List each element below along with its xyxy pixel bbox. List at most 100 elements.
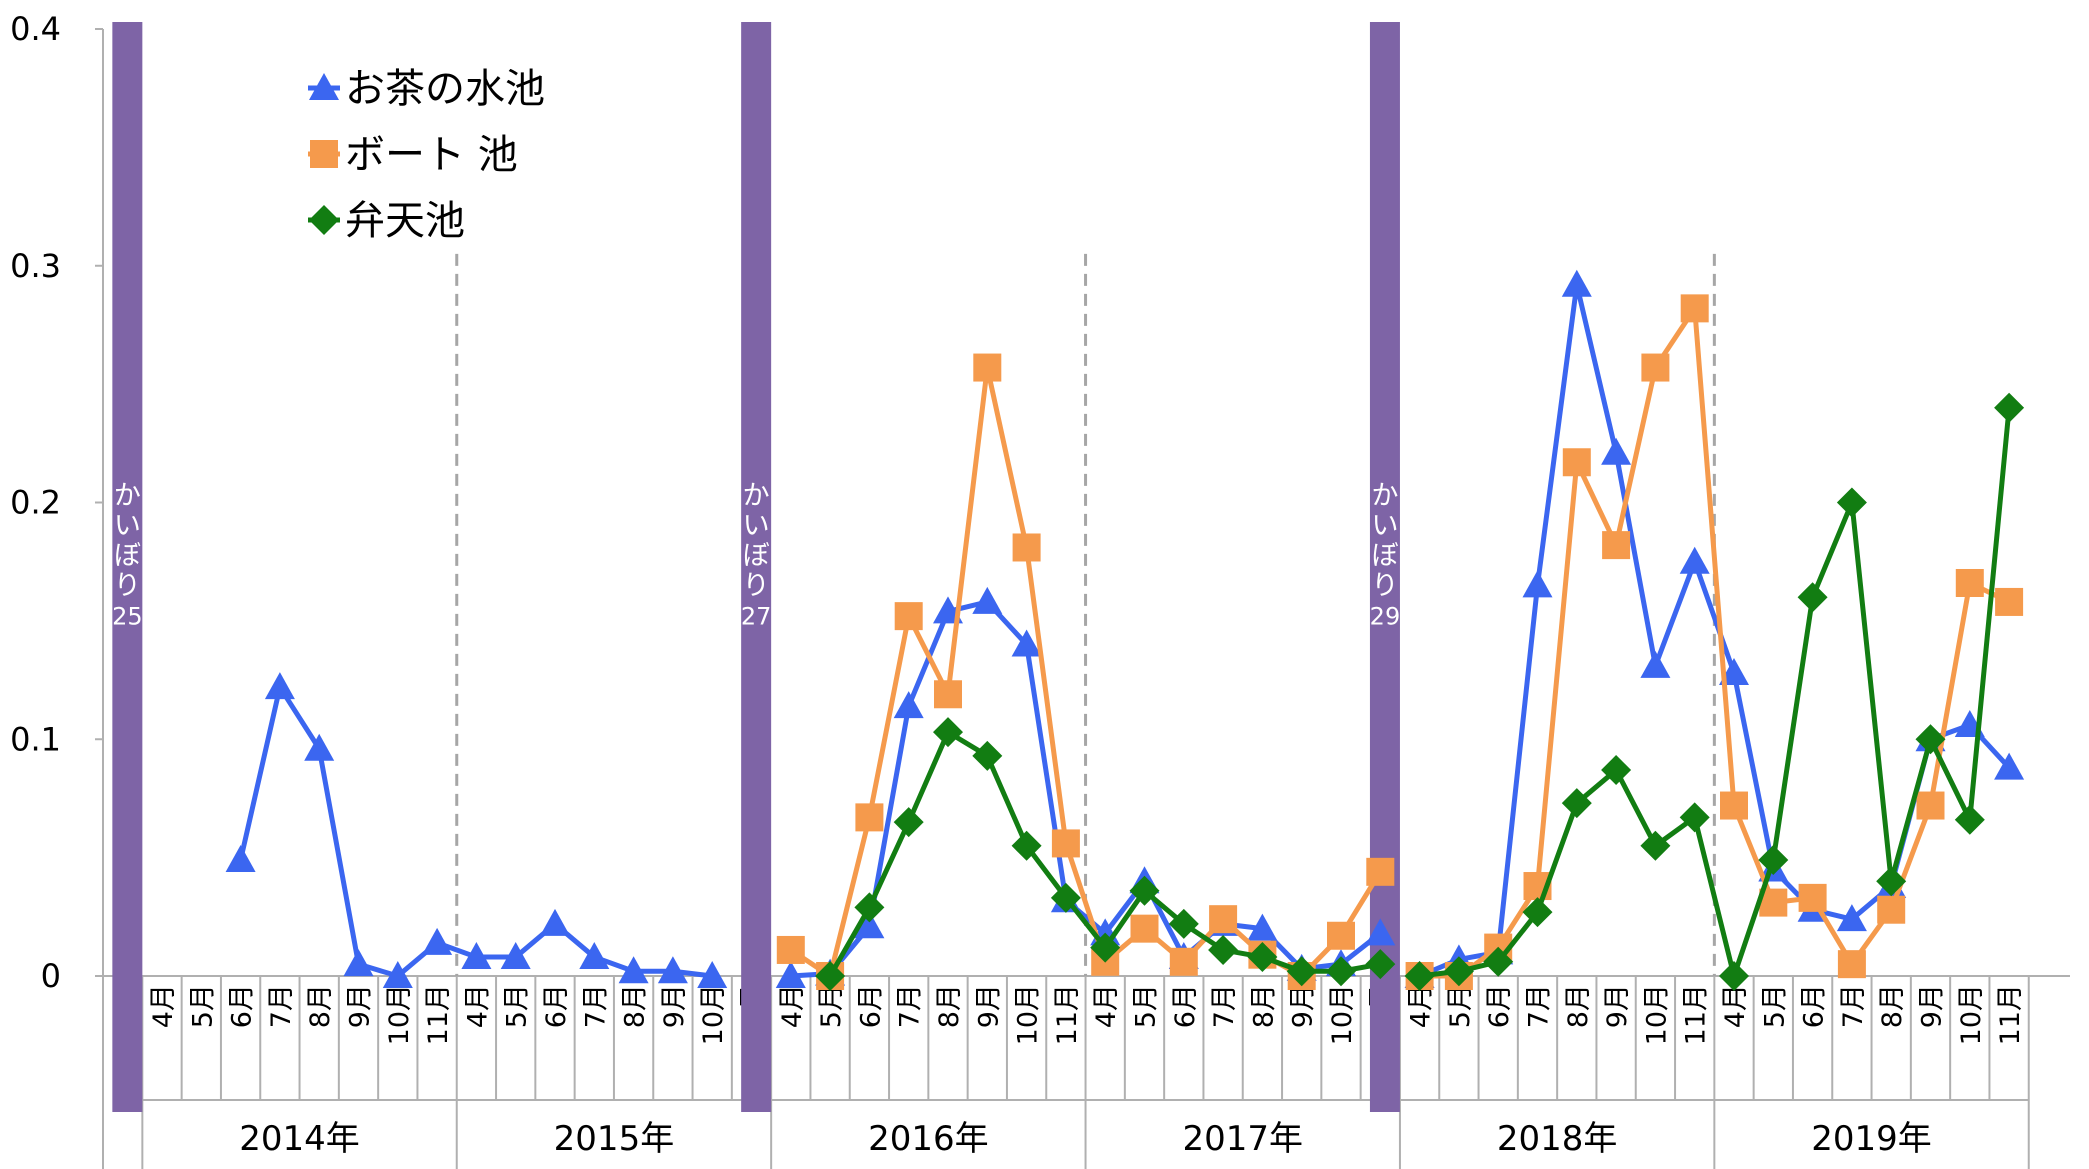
data-point — [933, 717, 963, 748]
data-point — [1050, 882, 1081, 913]
kaibori-label-char: ぼ — [1371, 541, 1398, 572]
data-point — [1404, 961, 1435, 991]
month-label: 8月 — [934, 984, 965, 1028]
month-label: 8月 — [1563, 984, 1594, 1028]
data-point — [1758, 844, 1789, 875]
month-label: 9月 — [1602, 984, 1633, 1028]
month-label: 4月 — [148, 984, 179, 1028]
data-point — [1090, 932, 1121, 963]
data-point — [461, 942, 492, 970]
year-label: 2017年 — [1182, 1119, 1303, 1159]
month-label: 7月 — [895, 984, 926, 1028]
data-point — [264, 672, 295, 700]
month-label: 5月 — [1131, 984, 1162, 1028]
month-label: 9月 — [1917, 984, 1948, 1028]
series-line — [1419, 407, 2012, 979]
data-point — [855, 803, 884, 832]
data-point — [1483, 946, 1514, 977]
kaibori-label-char: ぼ — [743, 541, 770, 572]
month-label: 5月 — [502, 984, 533, 1028]
month-label: 11月 — [1052, 984, 1083, 1045]
data-point — [1995, 587, 2024, 616]
month-label: 11月 — [1995, 984, 2026, 1045]
kaibori-label-char: か — [1371, 481, 1398, 512]
data-point — [382, 961, 413, 988]
kaibori-label-char: か — [743, 481, 770, 512]
data-point — [1601, 437, 1632, 465]
month-label: 9月 — [973, 984, 1004, 1028]
data-point — [1877, 895, 1906, 924]
data-point — [1168, 908, 1199, 939]
data-point — [500, 942, 531, 970]
month-label: 6月 — [1799, 984, 1830, 1028]
month-label: 11月 — [423, 984, 454, 1045]
data-point — [1129, 875, 1160, 906]
month-label: 7月 — [1524, 984, 1555, 1028]
data-point — [1837, 950, 1866, 979]
month-label: 6月 — [541, 984, 572, 1028]
data-point — [579, 942, 610, 970]
data-point — [1640, 830, 1671, 861]
y-tick-label: 0.1 — [10, 720, 61, 758]
month-label: 11月 — [1681, 984, 1712, 1045]
data-point — [1011, 830, 1042, 861]
kaibori-label-char: い — [1371, 511, 1398, 542]
data-point — [697, 961, 728, 988]
month-label: 9月 — [345, 984, 376, 1028]
data-point — [309, 205, 339, 235]
data-point — [1012, 533, 1041, 562]
data-point — [894, 602, 923, 631]
y-tick-label: 0 — [41, 957, 61, 995]
month-label: 8月 — [1877, 984, 1908, 1028]
data-point — [1561, 269, 1592, 297]
series-0 — [225, 269, 2025, 988]
legend-label: ボート 池 — [345, 132, 518, 178]
data-point — [972, 740, 1003, 771]
legend-label: 弁天池 — [345, 198, 465, 244]
month-label: 10月 — [384, 984, 415, 1045]
data-point — [1955, 568, 1984, 597]
kaibori-label-char: い — [114, 511, 141, 542]
month-label: 5月 — [1759, 984, 1790, 1028]
y-tick-label: 0.2 — [10, 484, 61, 522]
y-tick-label: 0.3 — [10, 247, 61, 285]
month-label: 4月 — [1720, 984, 1751, 1028]
data-point — [1679, 802, 1710, 833]
data-point — [1994, 752, 2025, 780]
month-label: 5月 — [1445, 984, 1476, 1028]
year-label: 2019年 — [1811, 1119, 1932, 1159]
data-point — [1327, 921, 1355, 950]
data-point — [1286, 956, 1317, 987]
year-label: 2018年 — [1497, 1119, 1618, 1159]
data-point — [1601, 755, 1632, 786]
month-label: 9月 — [1288, 984, 1319, 1028]
data-point — [618, 956, 649, 984]
month-label: 4月 — [1091, 984, 1122, 1028]
year-label: 2016年 — [868, 1119, 989, 1159]
kaibori-label-char: り — [114, 571, 141, 602]
month-label: 4月 — [1406, 984, 1437, 1028]
month-label: 5月 — [816, 984, 847, 1028]
kaibori-number: 25 — [112, 603, 143, 631]
series-2 — [815, 392, 2025, 991]
data-point — [1994, 392, 2025, 423]
kaibori-band — [112, 22, 143, 1112]
data-point — [1365, 949, 1396, 980]
year-label: 2015年 — [554, 1119, 675, 1159]
data-point — [1798, 883, 1827, 912]
month-label: 10月 — [1641, 984, 1672, 1045]
data-point — [1130, 914, 1159, 943]
kaibori-label-char: り — [1371, 571, 1398, 602]
month-label: 7月 — [266, 984, 297, 1028]
data-point — [934, 680, 962, 709]
data-point — [1561, 788, 1592, 819]
kaibori-number: 29 — [1370, 603, 1401, 631]
data-point — [972, 586, 1003, 614]
month-label: 4月 — [462, 984, 493, 1028]
data-point — [1522, 897, 1553, 928]
data-point — [1916, 791, 1945, 820]
data-point — [1051, 829, 1080, 858]
data-point — [1720, 791, 1748, 820]
data-point — [343, 949, 374, 977]
